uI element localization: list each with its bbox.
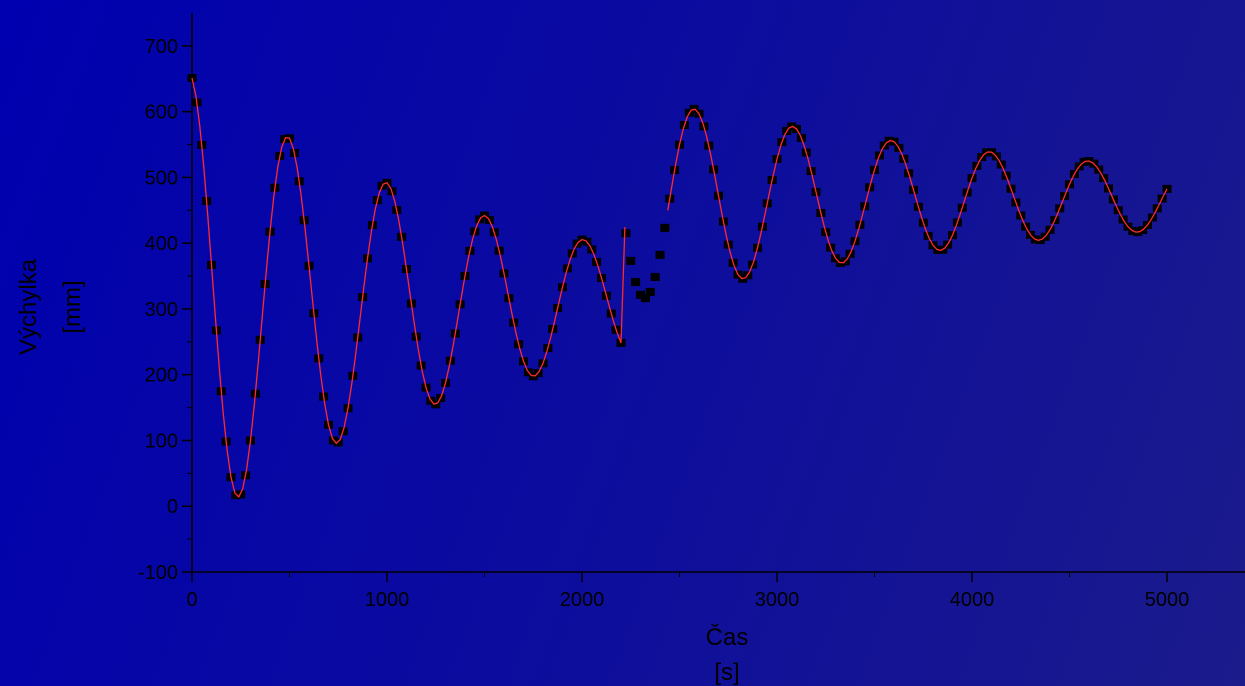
series-points bbox=[187, 74, 1172, 500]
data-point bbox=[626, 256, 636, 265]
data-point bbox=[640, 294, 650, 303]
x-axis-title: Čas bbox=[706, 623, 749, 651]
data-point bbox=[431, 400, 441, 409]
data-point bbox=[231, 491, 241, 500]
x-tick-label: 5000 bbox=[1145, 589, 1190, 611]
data-point bbox=[621, 229, 631, 238]
series-line bbox=[191, 77, 1168, 498]
x-ticks: 0 1000 2000 3000 4000 5000 bbox=[186, 572, 1189, 611]
data-point bbox=[645, 287, 655, 296]
x-tick-label: 3000 bbox=[755, 589, 800, 611]
y-tick-label: 0 bbox=[167, 496, 178, 518]
axes: -100 0 100 200 300 400 500 600 700 0 1000 2000 3000… bbox=[138, 13, 1245, 611]
x-tick-label: 1000 bbox=[365, 589, 410, 611]
y-tick-label: 300 bbox=[145, 299, 178, 321]
data-point bbox=[631, 278, 641, 287]
data-point bbox=[660, 223, 670, 232]
y-axis-title: Výchylka bbox=[15, 258, 42, 355]
y-tick-label: -100 bbox=[138, 562, 178, 584]
x-axis-unit: [s] bbox=[714, 659, 739, 686]
data-point bbox=[655, 250, 665, 259]
data-point bbox=[650, 272, 660, 281]
y-tick-label: 600 bbox=[145, 102, 178, 124]
y-tick-label: 500 bbox=[145, 167, 178, 189]
y-tick-label: 400 bbox=[145, 233, 178, 255]
y-tick-label: 700 bbox=[145, 36, 178, 58]
x-tick-label: 0 bbox=[186, 589, 197, 611]
y-ticks: -100 0 100 200 300 400 500 600 700 bbox=[138, 36, 192, 584]
data-point bbox=[636, 290, 645, 299]
data-point bbox=[1162, 184, 1172, 193]
x-tick-label: 4000 bbox=[950, 589, 995, 611]
y-tick-label: 100 bbox=[145, 430, 178, 452]
x-tick-label: 2000 bbox=[560, 589, 605, 611]
y-tick-label: 200 bbox=[145, 365, 178, 387]
data-point bbox=[333, 438, 343, 447]
y-axis-unit: [mm] bbox=[59, 280, 86, 333]
